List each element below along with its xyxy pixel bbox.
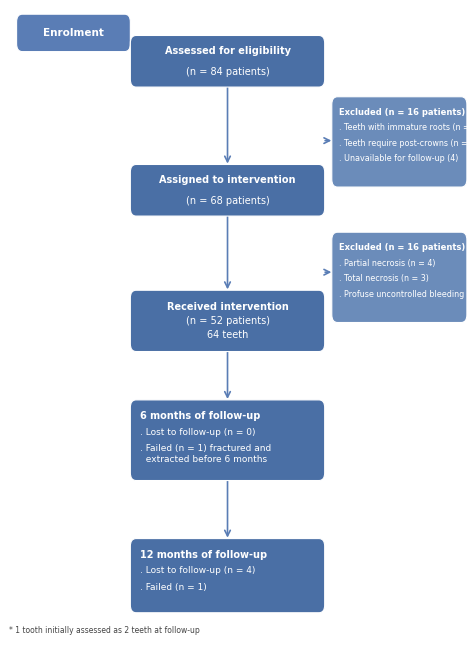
Text: * 1 tooth initially assessed as 2 teeth at follow-up: * 1 tooth initially assessed as 2 teeth … bbox=[9, 626, 200, 635]
Text: . Lost to follow-up (n = 4): . Lost to follow-up (n = 4) bbox=[140, 566, 255, 575]
Text: Received intervention: Received intervention bbox=[167, 302, 288, 312]
Text: (n = 68 patients): (n = 68 patients) bbox=[186, 195, 269, 206]
Text: . Failed (n = 1) fractured and
  extracted before 6 months: . Failed (n = 1) fractured and extracted… bbox=[140, 444, 271, 464]
FancyBboxPatch shape bbox=[130, 35, 325, 87]
Text: (n = 52 patients): (n = 52 patients) bbox=[185, 316, 270, 326]
FancyBboxPatch shape bbox=[332, 232, 467, 322]
Text: . Profuse uncontrolled bleeding (n = 9): . Profuse uncontrolled bleeding (n = 9) bbox=[339, 290, 474, 299]
Text: (n = 84 patients): (n = 84 patients) bbox=[186, 66, 269, 77]
Text: Excluded (n = 16 patients): Excluded (n = 16 patients) bbox=[339, 108, 465, 117]
Text: Excluded (n = 16 patients): Excluded (n = 16 patients) bbox=[339, 243, 465, 252]
Text: 12 months of follow-up: 12 months of follow-up bbox=[140, 550, 267, 560]
FancyBboxPatch shape bbox=[332, 97, 467, 187]
Text: . Partial necrosis (n = 4): . Partial necrosis (n = 4) bbox=[339, 259, 436, 268]
Text: Assessed for eligibility: Assessed for eligibility bbox=[164, 46, 291, 56]
FancyBboxPatch shape bbox=[130, 164, 325, 216]
FancyBboxPatch shape bbox=[17, 14, 130, 52]
Text: 6 months of follow-up: 6 months of follow-up bbox=[140, 411, 260, 421]
Text: 64 teeth: 64 teeth bbox=[207, 330, 248, 340]
Text: . Total necrosis (n = 3): . Total necrosis (n = 3) bbox=[339, 274, 429, 283]
Text: . Failed (n = 1): . Failed (n = 1) bbox=[140, 583, 207, 592]
Text: . Lost to follow-up (n = 0): . Lost to follow-up (n = 0) bbox=[140, 428, 255, 437]
Text: Enrolment: Enrolment bbox=[43, 28, 104, 38]
FancyBboxPatch shape bbox=[130, 539, 325, 613]
Text: . Unavailable for follow-up (4): . Unavailable for follow-up (4) bbox=[339, 154, 458, 163]
Text: . Teeth with immature roots (n = 9): . Teeth with immature roots (n = 9) bbox=[339, 123, 474, 132]
Text: . Teeth require post-crowns (n = 3): . Teeth require post-crowns (n = 3) bbox=[339, 139, 474, 148]
FancyBboxPatch shape bbox=[130, 400, 325, 481]
Text: Assigned to intervention: Assigned to intervention bbox=[159, 175, 296, 185]
FancyBboxPatch shape bbox=[130, 290, 325, 352]
